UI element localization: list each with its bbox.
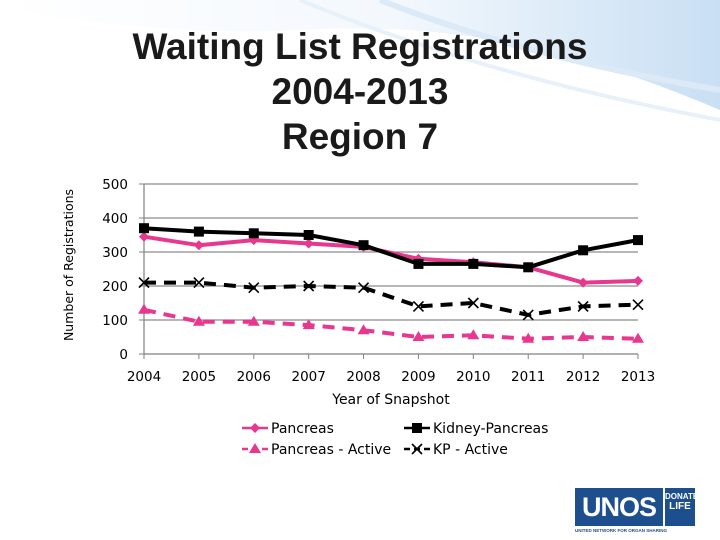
unos-logo: UNOS DONATE LIFE UNITED NETWORK FOR ORGA…: [575, 488, 700, 533]
x-tick-label-2007: 2007: [291, 369, 325, 385]
chart-title: Waiting List Registrations 2004-2013 Reg…: [60, 24, 660, 159]
point-kp-active-2006: [248, 282, 260, 294]
point-pancreas-active-2011: [522, 332, 535, 343]
point-kidney-pancreas-2010: [468, 258, 479, 269]
point-pancreas-active-2007: [302, 319, 315, 330]
legend-marker-pancreas-active: [249, 443, 261, 453]
point-pancreas-active-2004: [138, 303, 150, 314]
point-pancreas-active-2013: [632, 332, 644, 343]
point-pancreas-active-2006: [247, 315, 260, 326]
x-axis-label: Year of Snapshot: [331, 392, 450, 408]
logo-subtitle: UNITED NETWORK FOR ORGAN SHARING: [575, 528, 667, 533]
legend-label-kp-active: KP - Active: [433, 442, 508, 458]
title-line-2: 2004-2013: [271, 71, 449, 112]
x-tick-label-2010: 2010: [456, 369, 490, 385]
axes: [139, 183, 639, 359]
logo-donate-life: DONATE LIFE: [665, 488, 699, 526]
y-axis-label: Number of Registrations: [61, 189, 76, 341]
logo-side-line2: LIFE: [669, 501, 691, 512]
y-tick-label-300: 300: [102, 245, 128, 261]
point-kp-active-2009: [412, 300, 425, 312]
point-kidney-pancreas-2012: [578, 245, 589, 256]
point-pancreas-2004: [139, 231, 149, 242]
x-tick-label-2004: 2004: [127, 369, 161, 385]
x-tick-label-2013: 2013: [621, 369, 655, 385]
point-kp-active-2007: [303, 280, 315, 292]
point-kp-active-2004: [138, 277, 150, 289]
series-pancreas: [139, 231, 643, 288]
title-line-1: Waiting List Registrations: [132, 26, 588, 67]
x-tick-labels: 2004 2005 2006 2007 2008 2009 2010 2011 2012 2013: [127, 369, 655, 385]
point-kp-active-2005: [193, 277, 205, 289]
legend-item-kp-active: KP - Active: [404, 442, 508, 458]
point-kidney-pancreas-2013: [633, 235, 643, 246]
logo-side-line1: DONATE: [665, 492, 699, 501]
point-kidney-pancreas-2004: [139, 223, 149, 234]
y-tick-label-0: 0: [119, 347, 128, 363]
point-pancreas-active-2012: [577, 331, 590, 341]
point-kidney-pancreas-2006: [248, 228, 259, 239]
series-line-pancreas-active: [143, 307, 639, 341]
x-tick-label-2012: 2012: [566, 369, 600, 385]
point-pancreas-active-2009: [412, 331, 425, 341]
point-kp-active-2012: [577, 300, 589, 312]
legend-item-pancreas-active: Pancreas - Active: [242, 442, 391, 458]
y-tick-label-500: 500: [102, 177, 128, 193]
point-kp-active-2013: [632, 299, 644, 311]
x-tick-label-2008: 2008: [346, 369, 380, 385]
legend-marker-kidney-pancreas: [412, 423, 422, 433]
y-tick-label-200: 200: [102, 279, 128, 295]
point-pancreas-active-2005: [192, 315, 205, 326]
x-tick-label-2005: 2005: [182, 369, 216, 385]
x-tick-label-2006: 2006: [237, 369, 271, 385]
y-tick-label-100: 100: [102, 313, 128, 329]
title-line-3: Region 7: [281, 116, 439, 157]
x-tick-label-2009: 2009: [401, 369, 435, 385]
point-kidney-pancreas-2008: [358, 240, 369, 251]
legend-label-pancreas: Pancreas: [271, 421, 334, 437]
point-kp-active-2008: [357, 282, 370, 294]
series-line-pancreas: [143, 234, 639, 285]
legend-label-pancreas-active: Pancreas - Active: [271, 442, 391, 458]
series-group: [138, 223, 644, 343]
point-pancreas-active-2008: [357, 324, 370, 335]
y-tick-labels: 0 100 200 300 400 500: [102, 177, 128, 363]
legend-item-pancreas: Pancreas: [242, 421, 334, 437]
point-kp-active-2011: [522, 309, 534, 321]
series-line-kidney-pancreas: [143, 226, 639, 270]
logo-wordmark: UNOS: [575, 488, 663, 526]
series-kidney-pancreas: [139, 223, 643, 273]
x-tick-label-2011: 2011: [511, 369, 545, 385]
point-pancreas-2005: [193, 240, 204, 251]
legend: Pancreas Kidney-Pancreas Pancreas - Active…: [242, 421, 548, 458]
point-pancreas-2013: [633, 275, 643, 286]
point-kp-active-2010: [467, 297, 479, 309]
legend-item-kidney-pancreas: Kidney-Pancreas: [404, 421, 548, 437]
point-kidney-pancreas-2007: [303, 230, 314, 240]
point-kidney-pancreas-2009: [413, 258, 424, 269]
point-kidney-pancreas-2005: [193, 226, 204, 237]
point-pancreas-2007: [303, 238, 314, 249]
legend-marker-kp-active: [411, 443, 423, 455]
series-pancreas-active: [138, 303, 644, 343]
point-kidney-pancreas-2011: [523, 262, 534, 273]
point-pancreas-2012: [578, 277, 589, 288]
legend-label-kidney-pancreas: Kidney-Pancreas: [433, 421, 548, 437]
header-wave-decoration: [0, 0, 720, 122]
legend-marker-pancreas: [250, 423, 260, 433]
y-tick-label-400: 400: [102, 211, 128, 227]
series-kp-active: [138, 277, 644, 321]
point-pancreas-active-2010: [467, 329, 480, 340]
series-line-kp-active: [144, 280, 639, 317]
